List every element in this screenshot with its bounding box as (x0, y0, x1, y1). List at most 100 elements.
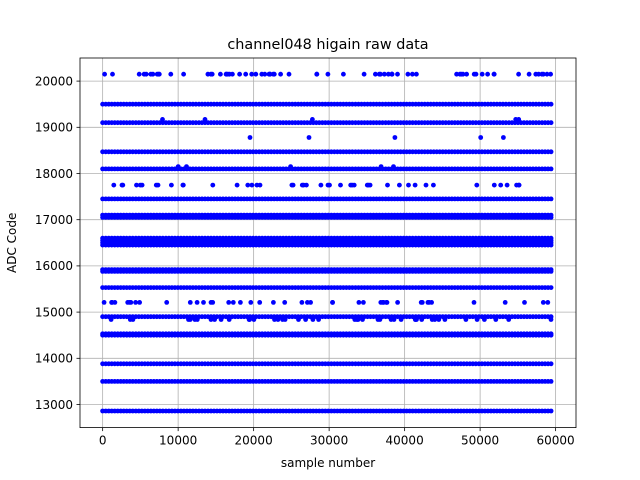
data-point (194, 300, 200, 305)
data-point (133, 300, 139, 305)
data-point (548, 408, 554, 414)
data-point (419, 300, 425, 305)
data-point (431, 182, 436, 188)
y-tick-label: 13000 (35, 398, 73, 412)
data-point (210, 300, 216, 305)
x-tick-label: 20000 (235, 434, 273, 448)
data-point (111, 182, 117, 188)
data-point (397, 182, 402, 188)
data-point (238, 300, 243, 305)
x-tick-label: 10000 (159, 434, 197, 448)
data-point (225, 71, 231, 77)
data-point (504, 182, 510, 188)
data-point (299, 182, 305, 188)
data-point (325, 182, 331, 188)
data-point (540, 300, 546, 305)
data-point (314, 71, 320, 77)
data-point (382, 71, 387, 77)
data-point (389, 71, 395, 77)
data-point (405, 71, 411, 77)
data-point (164, 300, 170, 305)
data-point (288, 164, 293, 170)
y-axis-title: ADC Code (5, 213, 19, 273)
data-point (249, 71, 255, 77)
data-point (249, 182, 255, 188)
data-point (141, 71, 147, 77)
data-point (237, 71, 243, 77)
data-point (286, 71, 292, 77)
data-point (513, 117, 519, 122)
x-tick-label: 0 (99, 434, 107, 448)
data-point (184, 164, 189, 170)
data-point (257, 300, 263, 305)
data-point (150, 71, 156, 77)
data-point (454, 71, 459, 77)
data-point (473, 71, 479, 77)
data-point (385, 182, 390, 188)
data-point (548, 196, 554, 202)
data-point (341, 71, 346, 77)
data-point (425, 300, 431, 305)
data-point (384, 300, 389, 305)
data-point (395, 300, 400, 305)
data-point (210, 182, 216, 188)
data-point (378, 164, 384, 170)
data-point (226, 300, 232, 305)
data-point (548, 331, 554, 337)
data-point (230, 300, 236, 305)
data-point (501, 135, 506, 140)
data-point (136, 71, 142, 77)
data-point (160, 117, 165, 122)
data-point (502, 300, 508, 305)
data-point (305, 300, 310, 305)
data-point (290, 182, 296, 188)
data-point (102, 71, 107, 77)
data-point (548, 101, 554, 107)
data-point (386, 71, 391, 77)
y-tick-label: 17000 (35, 213, 73, 227)
data-point (485, 71, 490, 77)
data-point (361, 71, 367, 77)
data-point (259, 71, 265, 77)
data-point (356, 300, 362, 305)
data-point (395, 71, 400, 77)
data-point (548, 285, 554, 290)
data-point (127, 300, 132, 305)
data-point (526, 71, 532, 77)
data-point (548, 267, 554, 272)
y-tick-label: 18000 (35, 167, 73, 181)
data-point (175, 164, 181, 170)
data-point (478, 135, 484, 140)
data-point (498, 182, 504, 188)
data-point (257, 182, 263, 188)
grid-lines (80, 58, 576, 428)
data-point (306, 135, 312, 140)
data-point (325, 71, 331, 77)
y-tick-label: 15000 (35, 305, 73, 319)
plot-frame (79, 57, 577, 429)
data-points (100, 71, 554, 414)
data-point (101, 300, 107, 305)
y-tick-label: 16000 (35, 259, 73, 273)
data-point (267, 71, 273, 77)
data-point (414, 71, 419, 77)
y-tick-label: 20000 (35, 74, 73, 88)
data-point (245, 182, 251, 188)
data-point (134, 182, 139, 188)
data-point (548, 235, 554, 241)
data-point (180, 182, 186, 188)
x-axis-title: sample number (281, 456, 375, 470)
data-point (548, 379, 554, 384)
data-point (410, 71, 415, 77)
data-point (522, 300, 527, 305)
data-point (310, 117, 315, 122)
data-point (376, 71, 382, 77)
data-point (109, 300, 115, 305)
data-point (544, 71, 550, 77)
data-point (181, 71, 187, 77)
data-point (548, 314, 554, 320)
data-point (187, 300, 193, 305)
data-point (201, 300, 206, 305)
data-point (457, 71, 463, 77)
data-point (271, 300, 276, 305)
